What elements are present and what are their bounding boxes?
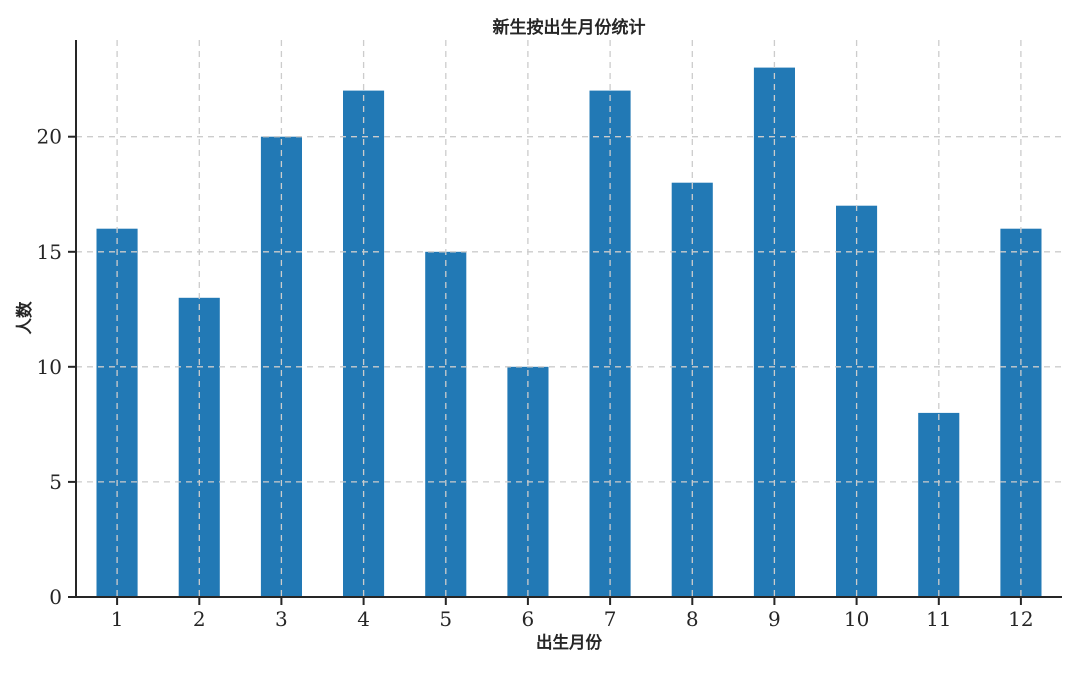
x-tick-label-7: 7 — [604, 607, 617, 631]
x-tick-label-3: 3 — [275, 607, 288, 631]
x-tick-label-4: 4 — [357, 607, 370, 631]
bar-month-5 — [425, 251, 467, 598]
x-tick-label-10: 10 — [844, 607, 869, 631]
x-tick-label-6: 6 — [522, 607, 535, 631]
x-tick-label-1: 1 — [111, 607, 124, 631]
x-tick-label-8: 8 — [686, 607, 699, 631]
bar-month-10 — [836, 205, 878, 597]
bar-month-8 — [671, 182, 713, 597]
y-tick-label-10: 10 — [37, 355, 62, 379]
x-tick-label-5: 5 — [439, 607, 452, 631]
x-tick-label-12: 12 — [1008, 607, 1033, 631]
y-tick-label-20: 20 — [37, 125, 62, 149]
y-tick-label-15: 15 — [37, 240, 62, 264]
chart-title: 新生按出生月份统计 — [493, 17, 646, 38]
x-tick-label-11: 11 — [926, 607, 951, 631]
y-tick-label-0: 0 — [49, 585, 62, 609]
x-tick-label-2: 2 — [193, 607, 206, 631]
y-tick-label-5: 5 — [49, 470, 62, 494]
x-axis-label: 出生月份 — [536, 632, 603, 652]
y-axis-label: 人数 — [14, 301, 34, 335]
x-tick-label-9: 9 — [768, 607, 781, 631]
